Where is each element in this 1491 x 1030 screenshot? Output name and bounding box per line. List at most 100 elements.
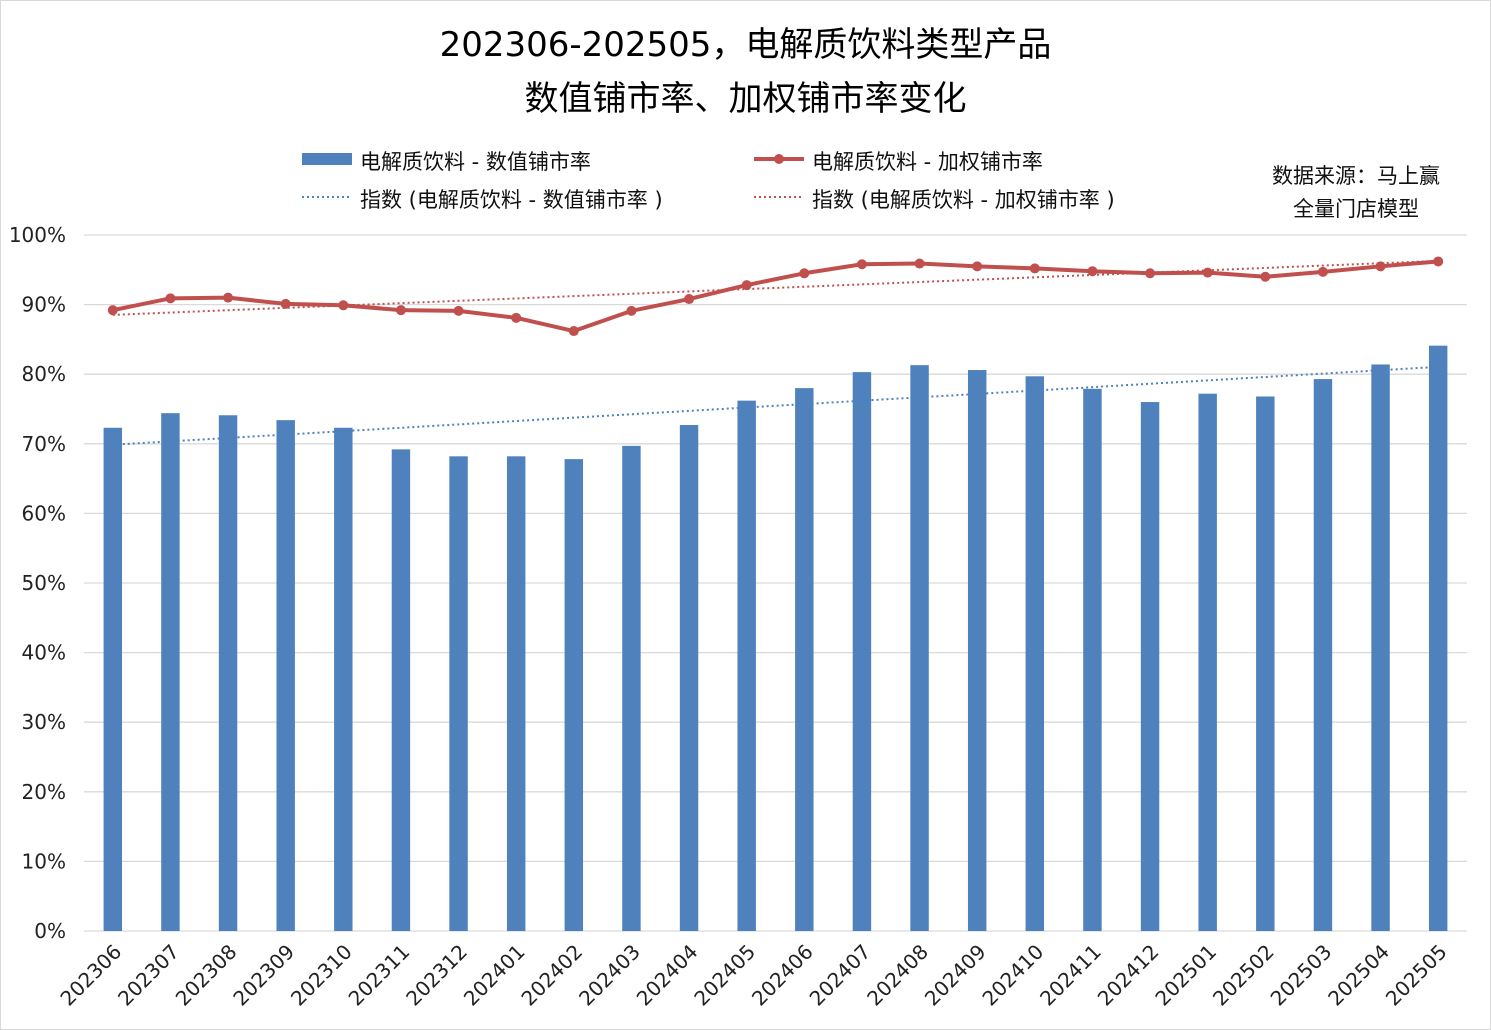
x-tick-label: 202309 (228, 940, 299, 1011)
weighted-rate-line (112, 259, 1439, 334)
line-point (1202, 267, 1213, 278)
x-tick-label: 202311 (344, 940, 415, 1011)
x-tick-label: 202410 (977, 940, 1048, 1011)
bar (967, 370, 987, 931)
bar (391, 449, 411, 931)
y-tick-label: 80% (22, 362, 66, 386)
legend-bar-trend-swatch (302, 196, 352, 198)
line-point (741, 280, 752, 291)
legend-bar-label: 电解质饮料 - 数值铺市率 (360, 150, 591, 174)
source-line-2: 全量门店模型 (1293, 197, 1419, 221)
line-point (1087, 266, 1098, 277)
bar (564, 459, 584, 931)
bar (679, 425, 699, 931)
x-tick-label: 202407 (805, 940, 876, 1011)
y-tick-label: 20% (22, 780, 66, 804)
bar (1198, 393, 1217, 931)
x-tick-label: 202408 (862, 940, 933, 1011)
x-tick-label: 202505 (1381, 940, 1452, 1011)
x-tick-label: 202501 (1150, 940, 1221, 1011)
legend-item-bar: 电解质饮料 - 数值铺市率 (300, 146, 740, 176)
x-tick-label: 202306 (55, 940, 126, 1011)
bar (506, 456, 526, 931)
bar (1140, 402, 1160, 931)
bar (218, 415, 238, 931)
chart-title-line-2: 数值铺市率、加权铺市率变化 (524, 79, 967, 119)
line-point (1145, 268, 1156, 279)
bar (449, 456, 468, 931)
x-tick-label: 202503 (1266, 940, 1337, 1011)
chart-title-line-1: 202306-202505，电解质饮料类型产品 (439, 25, 1052, 65)
line-point (856, 259, 867, 270)
line-point (511, 312, 522, 323)
x-tick-label: 202402 (516, 940, 587, 1011)
line-point (626, 305, 637, 316)
line-point (972, 261, 983, 272)
legend-item-line: 电解质饮料 - 加权铺市率 (752, 146, 1192, 176)
y-tick-label: 40% (22, 641, 66, 665)
legend-line-trend-label: 指数 (电解质饮料 - 加权铺市率 ) (812, 188, 1115, 212)
y-tick-label: 30% (22, 710, 66, 734)
legend-line-label: 电解质饮料 - 加权铺市率 (812, 150, 1043, 174)
bar (852, 372, 872, 931)
bar (1256, 396, 1275, 931)
line-point (165, 293, 176, 304)
bar (1371, 364, 1390, 931)
legend-item-bar-trend: 指数 (电解质饮料 - 数值铺市率 ) (300, 184, 750, 214)
y-tick-label: 10% (22, 849, 66, 873)
line-point (1375, 261, 1386, 272)
x-tick-label: 202312 (401, 940, 472, 1011)
line-point (338, 300, 349, 311)
chart-title: 202306-202505，电解质饮料类型产品 数值铺市率、加权铺市率变化 (0, 18, 1491, 126)
x-tick-label: 202307 (113, 940, 184, 1011)
x-tick-label: 202412 (1093, 940, 1164, 1011)
bar (1083, 388, 1102, 931)
x-tick-label: 202409 (920, 940, 991, 1011)
bar (276, 420, 295, 931)
line-point (799, 268, 810, 279)
bar (161, 413, 180, 931)
line-point (684, 294, 695, 305)
bar (1025, 376, 1045, 932)
y-tick-label: 0% (34, 919, 66, 943)
x-tick-label: 202404 (632, 940, 703, 1011)
y-tick-label: 100% (9, 223, 66, 247)
y-tick-label: 90% (22, 293, 66, 317)
bar (1313, 379, 1333, 931)
x-tick-label: 202310 (286, 940, 357, 1011)
line-point (395, 305, 406, 316)
bar (910, 365, 929, 932)
x-tick-label: 202406 (747, 940, 818, 1011)
y-tick-label: 70% (22, 432, 66, 456)
line-point (568, 326, 579, 337)
line-point (453, 305, 464, 316)
y-tick-label: 50% (22, 571, 66, 595)
line-point (1317, 266, 1328, 277)
legend-item-line-trend: 指数 (电解质饮料 - 加权铺市率 ) (752, 184, 1212, 214)
bar (737, 400, 756, 931)
bar (622, 445, 641, 931)
line-point (914, 258, 925, 269)
line-point (107, 305, 118, 316)
x-tick-label: 202403 (574, 940, 645, 1011)
x-tick-label: 202411 (1035, 940, 1106, 1011)
x-tick-label: 202308 (171, 940, 242, 1011)
bar (103, 427, 123, 931)
x-tick-label: 202504 (1323, 940, 1394, 1011)
bar (334, 427, 353, 931)
source-line-1: 数据来源：马上赢 (1272, 164, 1440, 188)
bar (1428, 345, 1448, 931)
y-tick-label: 60% (22, 501, 66, 525)
legend-line-swatch (754, 154, 804, 164)
x-tick-label: 202405 (689, 940, 760, 1011)
x-tick-label: 202502 (1208, 940, 1279, 1011)
source-note: 数据来源：马上赢 全量门店模型 (1236, 160, 1476, 226)
line-point (223, 292, 234, 303)
bar (795, 388, 814, 931)
line-point (1260, 271, 1271, 282)
line-point (1433, 256, 1444, 267)
legend-bar-trend-label: 指数 (电解质饮料 - 数值铺市率 ) (360, 188, 663, 212)
bar-trend-line (112, 365, 1439, 446)
line-point (280, 298, 291, 309)
